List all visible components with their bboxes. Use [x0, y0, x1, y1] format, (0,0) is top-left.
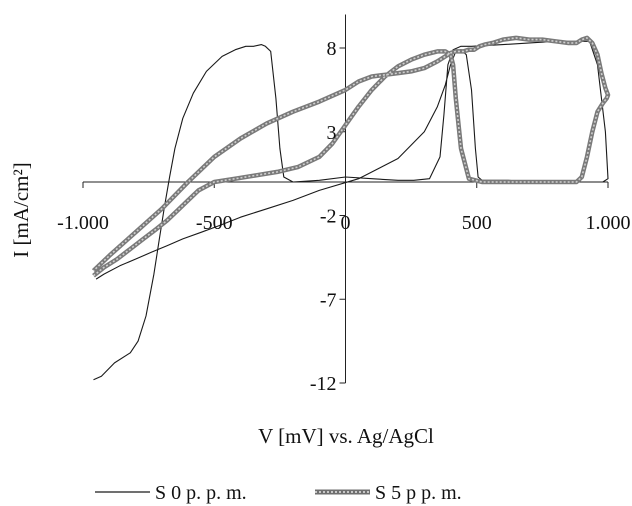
legend-item-s0: S 0 p. p. m.	[95, 482, 247, 504]
y-tick-label: 8	[327, 38, 337, 60]
series-line-0	[93, 40, 609, 381]
tick-labels: -1.000 -500 0 500 1.000 8 3 -2 -7 -12	[57, 38, 630, 395]
series-line-1-inner	[92, 37, 609, 277]
x-axis-label: V [mV] vs. Ag/AgCl	[258, 424, 434, 448]
legend-label-s0: S 0 p. p. m.	[155, 482, 247, 504]
x-tick-label: 0	[341, 212, 351, 234]
x-tick-label: 500	[462, 212, 492, 234]
x-tick-label: 1.000	[586, 212, 631, 234]
legend-label-s5: S 5 p p. m.	[375, 482, 462, 504]
x-tick-label: -1.000	[57, 212, 109, 234]
y-tick-label: -12	[310, 373, 337, 395]
legend-item-s5: S 5 p p. m.	[315, 482, 462, 504]
y-tick-label: -7	[320, 289, 337, 311]
x-tick-label: -500	[196, 212, 233, 234]
y-tick-label: -2	[320, 206, 337, 228]
legend: S 0 p. p. m. S 5 p p. m.	[95, 482, 462, 504]
y-axis-label: I [mA/cm²]	[9, 162, 33, 258]
axes	[82, 14, 609, 384]
series-line-1	[91, 35, 611, 278]
y-tick-label: 3	[327, 122, 337, 144]
series-layer	[91, 35, 611, 381]
